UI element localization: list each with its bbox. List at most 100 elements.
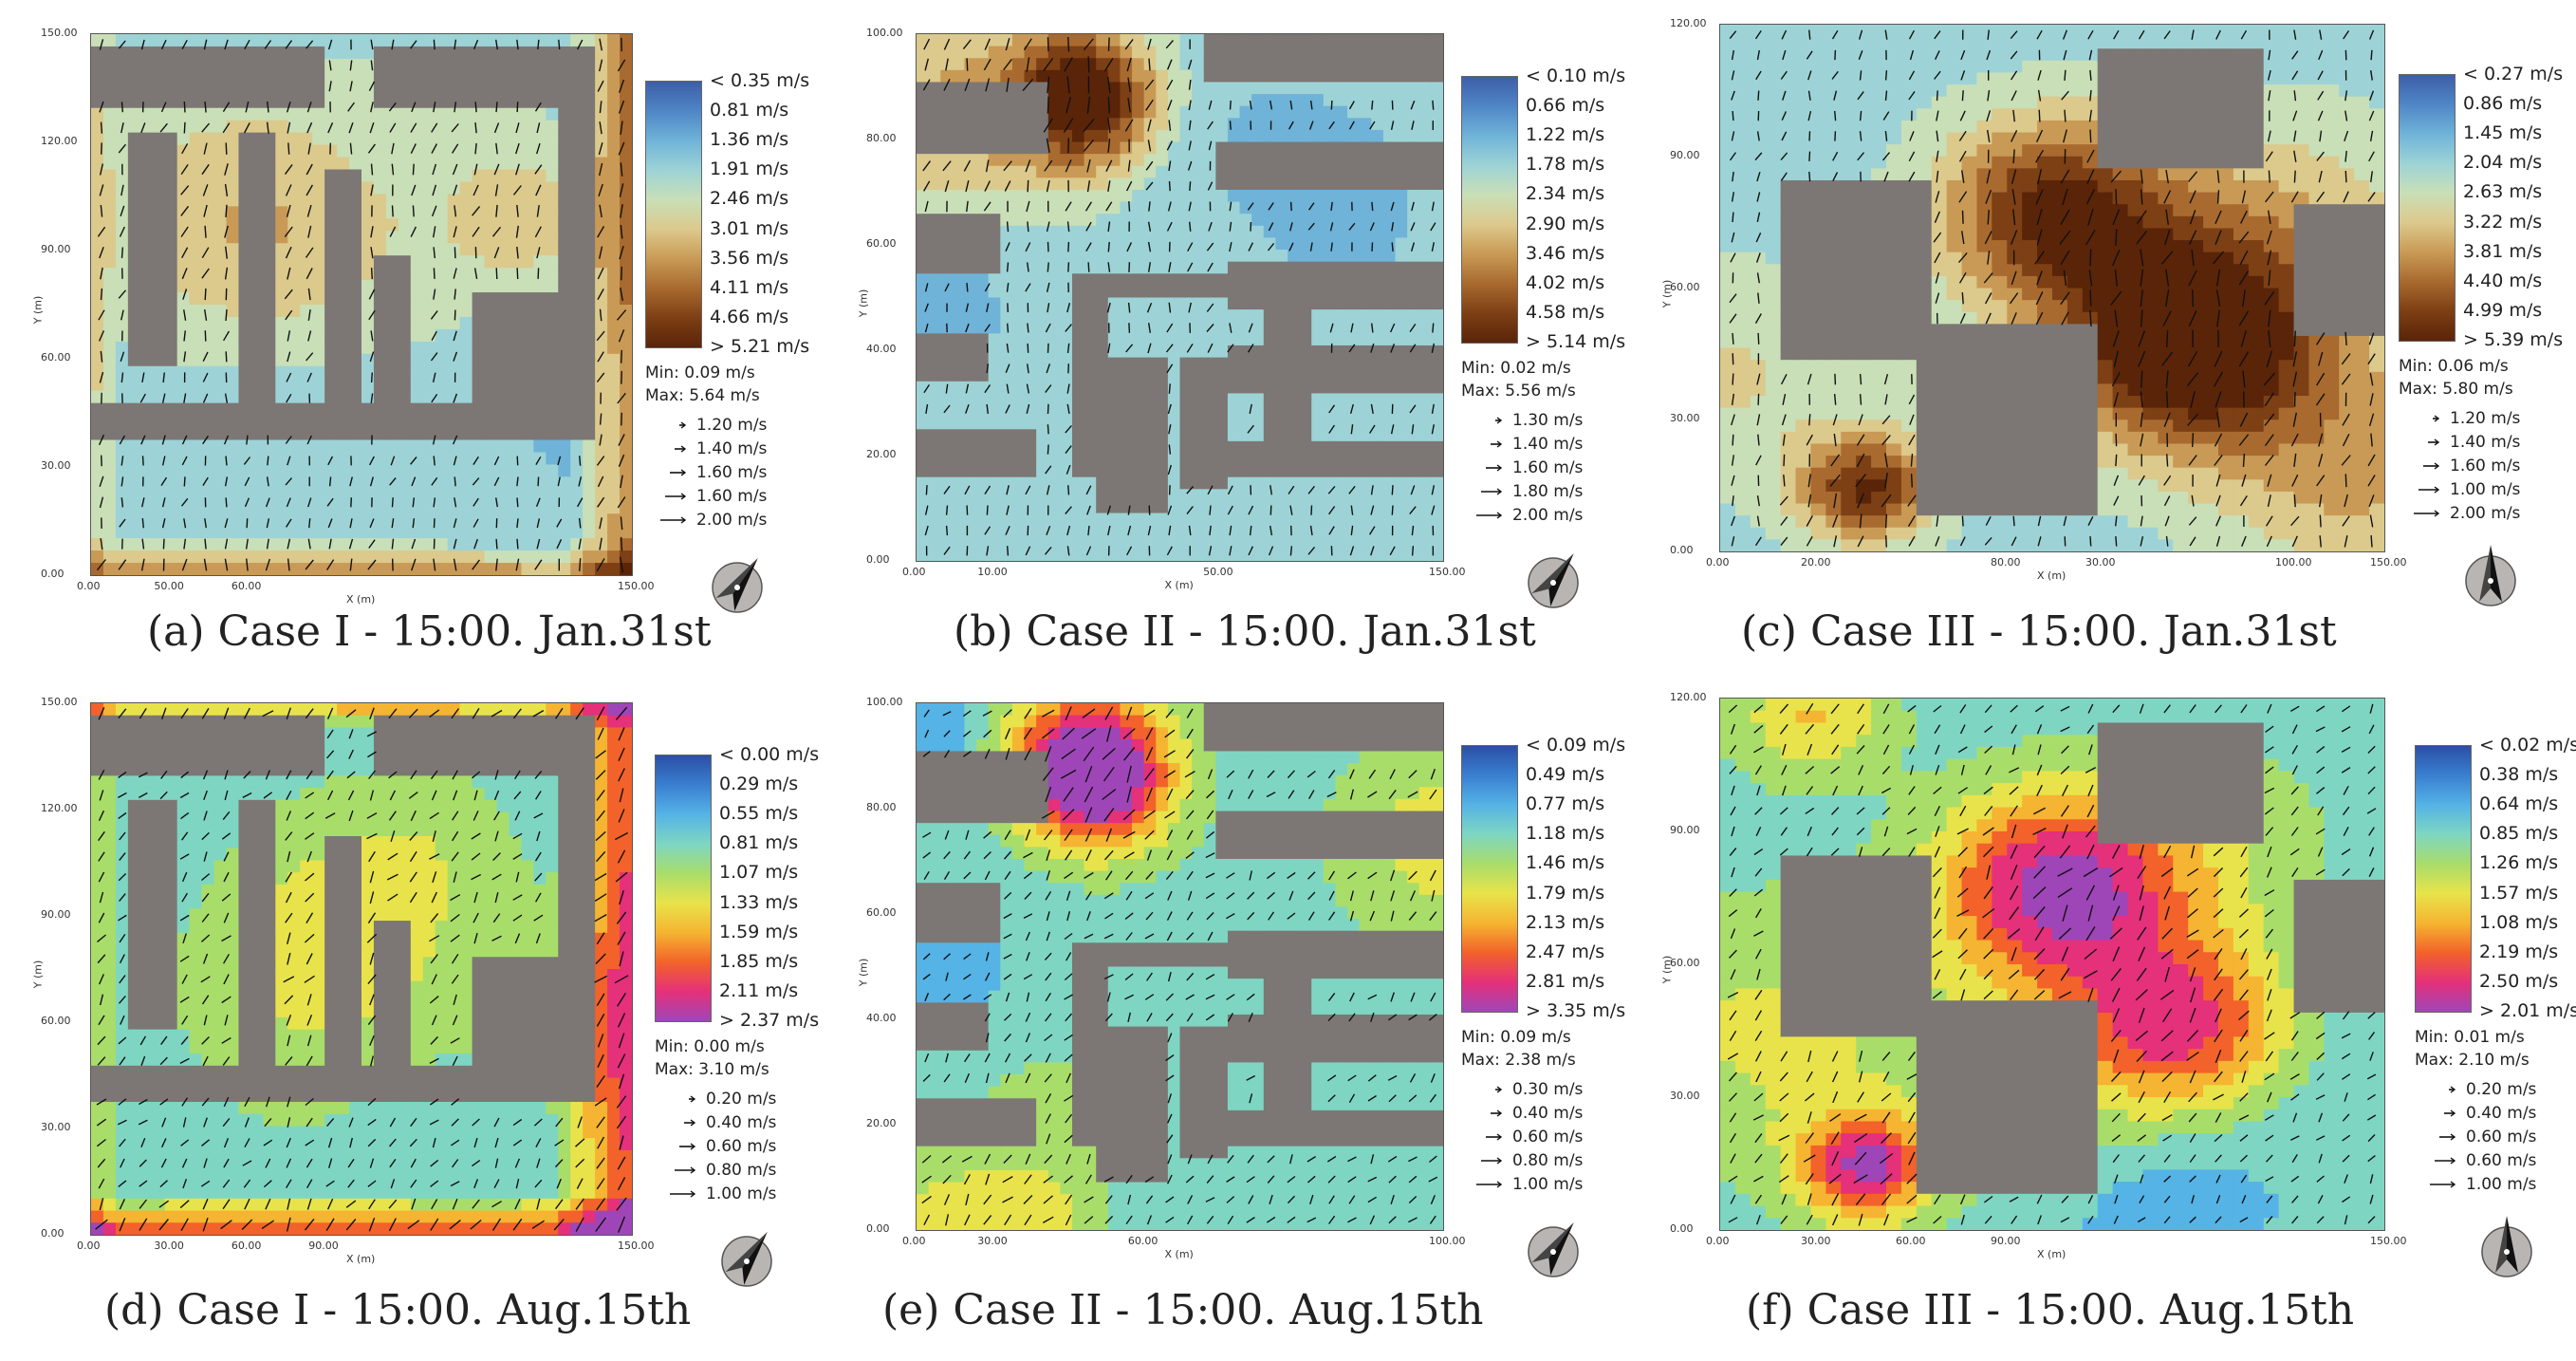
y-tick-label: 30.00 (41, 459, 71, 472)
speed-cells (91, 703, 632, 1235)
color-scale-label: 3.46 m/s (1526, 242, 1605, 264)
color-scale-label: < 0.27 m/s (2463, 64, 2564, 84)
wind-vectors (1727, 702, 2377, 1226)
vector-scale-row: 1.30 m/s (1474, 408, 1583, 432)
y-tick-label: 80.00 (866, 132, 897, 144)
vector-scale-label: 1.80 m/s (1512, 481, 1584, 501)
vector-scale-label: 1.00 m/s (2466, 1174, 2537, 1194)
y-tick-label: 120.00 (41, 802, 78, 814)
x-tick-label: 10.00 (977, 566, 1008, 578)
x-axis-label: X (m) (1164, 1248, 1194, 1260)
x-tick-label: 50.00 (154, 580, 184, 592)
vector-scale-row: 0.40 m/s (2428, 1101, 2536, 1125)
wind-field-svg (91, 34, 632, 575)
color-scale-label: 1.78 m/s (1526, 154, 1605, 176)
max-speed: Max: 2.10 m/s (2415, 1051, 2530, 1070)
color-scale-label: 4.02 m/s (1526, 271, 1605, 293)
vector-arrow-icon (2428, 1128, 2456, 1147)
panel-caption: (b) Case II - 15:00. Jan.31st (954, 607, 1536, 656)
wind-speed-map (916, 33, 1444, 562)
y-tick-label: 120.00 (41, 135, 78, 147)
y-axis-label: Y (m) (857, 289, 870, 317)
vector-arrow-icon (2428, 1151, 2456, 1170)
vector-scale-label: 0.60 m/s (706, 1136, 777, 1156)
vector-scale-label: 0.40 m/s (706, 1112, 777, 1132)
y-tick-label: 90.00 (41, 243, 71, 255)
color-scale-label: < 0.00 m/s (719, 744, 820, 765)
vector-scale-row: 1.60 m/s (658, 460, 767, 484)
color-scale-label: 1.36 m/s (710, 129, 789, 151)
vector-arrow-icon (658, 439, 687, 458)
y-tick-label: 0.00 (41, 568, 65, 580)
speed-cells (917, 703, 1443, 1230)
x-tick-label: 60.00 (1896, 1235, 1926, 1247)
min-speed: Min: 0.00 m/s (655, 1037, 765, 1056)
color-scale-label: 0.85 m/s (2479, 823, 2559, 845)
y-tick-label: 120.00 (1670, 17, 1707, 29)
north-arrow-icon (1520, 1210, 1586, 1286)
color-scale-label: 0.64 m/s (2479, 793, 2559, 815)
north-arrow-icon (713, 1220, 780, 1296)
y-tick-label: 120.00 (1670, 691, 1707, 703)
wind-speed-map (916, 702, 1444, 1231)
color-scale-bar (2415, 745, 2472, 1013)
wind-vectors (95, 706, 629, 1233)
color-scale-label: 2.63 m/s (2463, 181, 2543, 203)
vector-arrow-icon (1474, 435, 1503, 454)
min-max-stats: Min: 0.09 m/s Max: 5.64 m/s (645, 362, 760, 407)
x-tick-label: 60.00 (1127, 1235, 1158, 1247)
color-scale-label: 2.90 m/s (1526, 213, 1605, 234)
x-axis-label: X (m) (1164, 579, 1194, 591)
color-scale-label: > 5.21 m/s (710, 336, 810, 357)
color-scale-label: 3.22 m/s (2463, 211, 2543, 233)
vector-arrow-icon (1474, 1080, 1503, 1099)
color-scale-label: 0.86 m/s (2463, 93, 2543, 115)
vector-scale-label: 0.80 m/s (1512, 1150, 1584, 1170)
max-speed: Max: 5.80 m/s (2399, 380, 2513, 399)
color-scale-label: > 2.01 m/s (2479, 1000, 2576, 1021)
x-tick-label: 30.00 (154, 1240, 184, 1252)
vector-scale-row: 2.00 m/s (1474, 503, 1583, 527)
y-tick-label: 60.00 (866, 237, 897, 250)
color-scale-label: 1.26 m/s (2479, 852, 2559, 874)
min-max-stats: Min: 0.02 m/s Max: 5.56 m/s (1461, 357, 1576, 402)
vector-scale-label: 1.60 m/s (696, 486, 768, 506)
vector-arrow-icon (1474, 1128, 1503, 1147)
y-tick-label: 100.00 (866, 27, 903, 39)
vector-scale-label: 0.60 m/s (2466, 1127, 2537, 1147)
vector-scale-row: 2.00 m/s (2412, 501, 2520, 525)
min-max-stats: Min: 0.09 m/s Max: 2.38 m/s (1461, 1026, 1576, 1072)
vector-arrow-icon (1474, 1151, 1503, 1170)
color-scale-label: < 0.10 m/s (1526, 65, 1626, 86)
y-tick-label: 40.00 (866, 343, 897, 355)
y-tick-label: 30.00 (41, 1121, 71, 1133)
x-tick-label: 0.00 (902, 566, 926, 578)
y-tick-label: 60.00 (866, 906, 897, 919)
x-tick-label: 150.00 (2370, 556, 2407, 569)
panel-caption: (d) Case I - 15:00. Aug.15th (104, 1286, 692, 1334)
color-scale-label: 1.79 m/s (1526, 882, 1605, 904)
vector-scale-row: 1.40 m/s (658, 437, 767, 460)
color-scale-label: 1.07 m/s (719, 862, 799, 884)
vector-scale-label: 0.20 m/s (706, 1089, 777, 1109)
vector-scale-row: 1.20 m/s (2412, 406, 2520, 430)
wind-vectors (1729, 29, 2376, 548)
vector-scale-row: 2.00 m/s (658, 508, 767, 531)
speed-cells (917, 34, 1443, 561)
color-scale-bar (2399, 74, 2456, 342)
color-scale-label: > 2.37 m/s (719, 1010, 820, 1031)
x-tick-label: 80.00 (1991, 556, 2021, 569)
vector-arrow-icon (1474, 458, 1503, 477)
wind-vectors (96, 37, 627, 573)
color-scale-label: < 0.09 m/s (1526, 735, 1626, 755)
vector-scale-row: 1.00 m/s (1474, 1172, 1583, 1196)
vector-scale-row: 0.80 m/s (1474, 1148, 1583, 1172)
y-tick-label: 60.00 (1670, 957, 1700, 969)
vector-scale-row: 1.40 m/s (2412, 430, 2520, 454)
color-scale-label: 1.18 m/s (1526, 823, 1605, 845)
vector-scale-row: 0.60 m/s (1474, 1125, 1583, 1148)
vector-arrow-icon (658, 511, 687, 530)
x-tick-label: 30.00 (977, 1235, 1008, 1247)
y-tick-label: 30.00 (1670, 412, 1700, 425)
y-axis-label: Y (m) (31, 295, 45, 325)
